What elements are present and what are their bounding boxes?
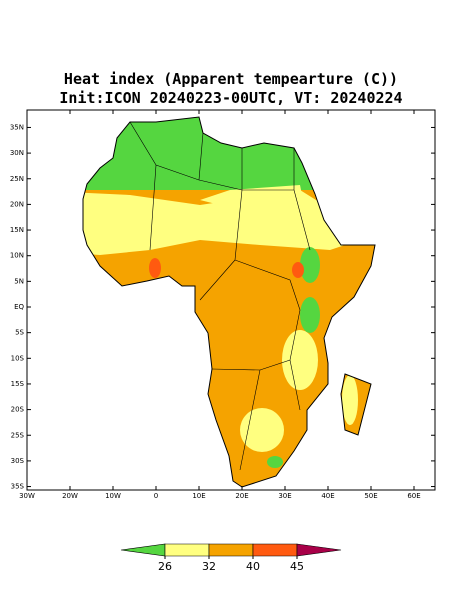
lat-tick-label: 15S xyxy=(11,380,25,388)
colorbar-label: 45 xyxy=(290,560,304,573)
lon-tick-label: 10E xyxy=(192,492,205,500)
borders xyxy=(129,121,311,471)
lon-tick-label: 20W xyxy=(62,492,78,500)
title-line: Heat index (Apparent tempearture (C)) xyxy=(64,70,398,88)
lat-tick-label: 5S xyxy=(15,329,24,337)
colorbar-segment xyxy=(296,543,342,557)
lat-tick-label: EQ xyxy=(14,303,24,311)
lon-tick-label: 0 xyxy=(154,492,158,500)
title-line: Init:ICON 20240223-00UTC, VT: 20240224 xyxy=(59,89,402,107)
lat-tick-label: 15N xyxy=(10,226,24,234)
lon-tick-label: 60E xyxy=(407,492,420,500)
lat-tick-label: 20N xyxy=(10,200,24,208)
lat-tick-label: 35N xyxy=(10,123,24,131)
colorbar-label: 40 xyxy=(246,560,260,573)
lat-tick-label: 30N xyxy=(10,149,24,157)
lat-tick-label: 10N xyxy=(10,252,24,260)
lon-tick-label: 20E xyxy=(235,492,248,500)
lon-tick-label: 50E xyxy=(364,492,377,500)
heat-field xyxy=(83,117,375,487)
colorbar-segment xyxy=(164,543,210,557)
lat-tick-label: 35S xyxy=(11,483,25,491)
map-frame xyxy=(26,109,436,491)
lon-tick-label: 10W xyxy=(105,492,121,500)
lat-tick-label: 25S xyxy=(11,431,25,439)
colorbar-segment xyxy=(252,543,298,557)
coastline xyxy=(82,116,376,488)
lon-tick-label: 30W xyxy=(19,492,35,500)
lat-tick-label: 10S xyxy=(11,354,25,362)
lon-tick-label: 30E xyxy=(278,492,291,500)
lat-tick-label: 25N xyxy=(10,175,24,183)
colorbar-segment xyxy=(120,543,166,557)
lat-tick-label: 30S xyxy=(11,457,25,465)
colorbar-label: 32 xyxy=(202,560,216,573)
lat-tick-label: 5N xyxy=(14,277,24,285)
colorbar-segment xyxy=(208,543,254,557)
lon-tick-label: 40E xyxy=(321,492,334,500)
lat-tick-label: 20S xyxy=(11,406,25,414)
colorbar-label: 26 xyxy=(158,560,172,573)
